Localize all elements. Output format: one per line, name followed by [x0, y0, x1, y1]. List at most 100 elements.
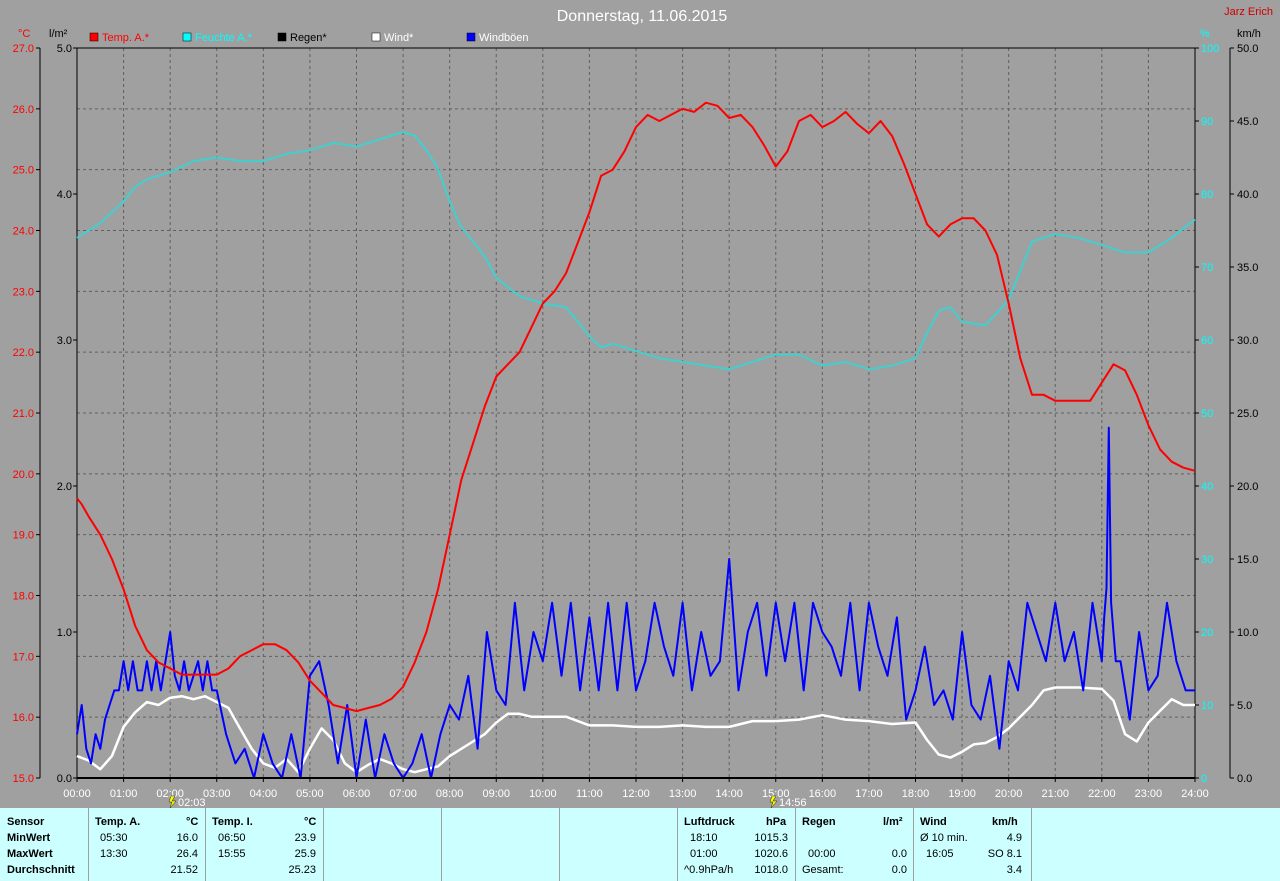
temp-a-min-time: 05:30 [100, 832, 128, 844]
rain-max-time: 00:00 [808, 848, 836, 860]
temp-a-header: Temp. A. [95, 816, 141, 828]
time-tick-label: 21:00 [1041, 788, 1069, 800]
legend-label: Windböen [479, 32, 529, 44]
pressure-header: Luftdruck [684, 816, 735, 828]
marker-1-label: 02:03 [178, 797, 206, 808]
time-tick-label: 06:00 [343, 788, 371, 800]
time-tick-label: 02:00 [156, 788, 184, 800]
wind-tick-label: 5.0 [1237, 700, 1252, 712]
temp-axis-unit: °C [18, 28, 30, 40]
series-line-temp-a [76, 101, 1196, 713]
tick-labels: 15.0 16.0 17.0 18.0 19.0 20.0 21.0 22.0 23.0 24.0… [13, 43, 1259, 800]
stats-divider [88, 808, 89, 881]
row-label-min: MinWert [7, 832, 51, 844]
pressure-unit: hPa [766, 816, 787, 828]
legend-label: Temp. A.* [102, 32, 150, 44]
legend-swatch [277, 32, 287, 42]
pressure-avg-value: 1018.0 [754, 864, 788, 876]
temp-tick-label: 23.0 [13, 286, 34, 298]
rain-total-label: Gesamt: [802, 864, 844, 876]
time-marker-1: 02:03 [168, 795, 206, 808]
lightning-icon [769, 795, 778, 808]
rain-axis-unit: l/m² [49, 28, 68, 40]
time-tick-label: 11:00 [576, 788, 603, 800]
stats-divider [677, 808, 678, 881]
pressure-max-value: 1020.6 [754, 848, 788, 860]
marker-2-label: 14:56 [779, 797, 807, 808]
pressure-trend: ^0.9hPa/h [684, 864, 734, 876]
temp-i-unit: °C [304, 816, 317, 828]
humidity-tick-label: 30 [1201, 554, 1213, 566]
temp-tick-label: 27.0 [13, 43, 34, 55]
lightning-icon [168, 795, 177, 808]
wind-tick-label: 15.0 [1237, 554, 1258, 566]
stats-divider [323, 808, 324, 881]
sensor-header: Sensor [7, 816, 45, 828]
temp-i-header: Temp. I. [212, 816, 253, 828]
temp-tick-label: 17.0 [13, 651, 34, 663]
legend-swatch [371, 32, 381, 42]
stats-divider [795, 808, 796, 881]
series-line-windb-en [76, 426, 1195, 779]
rain-tick-label: 1.0 [57, 627, 72, 639]
temp-i-max-value: 25.9 [294, 848, 316, 860]
series-line-feuchte-a [76, 131, 1196, 371]
wind-tick-label: 20.0 [1237, 481, 1258, 493]
pressure-min-time: 18:10 [690, 832, 718, 844]
temp-tick-label: 16.0 [13, 712, 34, 724]
humidity-tick-label: 10 [1201, 700, 1213, 712]
wind-header: Wind [920, 816, 947, 828]
rain-tick-label: 2.0 [57, 481, 72, 493]
humidity-tick-label: 60 [1201, 335, 1213, 347]
rain-tick-label: 3.0 [57, 335, 72, 347]
temp-a-max-value: 26.4 [176, 848, 198, 860]
pressure-max-time: 01:00 [690, 848, 718, 860]
wind-avg-value: 3.4 [1006, 864, 1022, 876]
wind-tick-label: 10.0 [1237, 627, 1258, 639]
row-label-max: MaxWert [7, 848, 53, 860]
humidity-tick-label: 0 [1201, 773, 1207, 785]
chart-series [76, 101, 1196, 779]
time-tick-label: 14:00 [715, 788, 743, 800]
time-tick-label: 24:00 [1181, 788, 1209, 800]
wind-max-time: 16:05 [926, 848, 954, 860]
legend-label: Feuchte A.* [195, 32, 253, 44]
temp-tick-label: 20.0 [13, 469, 34, 481]
wind-tick-label: 45.0 [1237, 116, 1258, 128]
rain-max-value: 0.0 [891, 848, 907, 860]
time-tick-label: 18:00 [902, 788, 930, 800]
humidity-axis-unit: % [1200, 28, 1210, 40]
legend-label: Wind* [384, 32, 414, 44]
temp-i-avg-value: 25.23 [288, 864, 316, 876]
temp-a-unit: °C [186, 816, 199, 828]
time-tick-label: 13:00 [669, 788, 697, 800]
chart-legend: Temp. A.* Feuchte A.* Regen* Wind* Windböen [89, 32, 529, 44]
temp-tick-label: 22.0 [13, 347, 34, 359]
rain-tick-label: 0.0 [57, 773, 72, 785]
legend-label: Regen* [290, 32, 327, 44]
humidity-tick-label: 70 [1201, 262, 1213, 274]
humidity-tick-label: 40 [1201, 481, 1213, 493]
temp-a-max-time: 13:30 [100, 848, 128, 860]
time-tick-label: 03:00 [203, 788, 231, 800]
wind-tick-label: 25.0 [1237, 408, 1258, 420]
time-tick-label: 09:00 [482, 788, 510, 800]
wind-min-time: Ø 10 min. [920, 832, 968, 844]
rain-tick-label: 5.0 [57, 43, 72, 55]
time-tick-label: 16:00 [809, 788, 837, 800]
time-tick-label: 12:00 [622, 788, 650, 800]
time-marker-2: 14:56 [769, 795, 807, 808]
time-tick-label: 19:00 [948, 788, 976, 800]
wind-min-value: 4.9 [1006, 832, 1022, 844]
time-tick-label: 20:00 [995, 788, 1023, 800]
humidity-tick-label: 80 [1201, 189, 1213, 201]
wind-tick-label: 0.0 [1237, 773, 1252, 785]
wind-unit: km/h [992, 816, 1018, 828]
temp-i-min-time: 06:50 [218, 832, 246, 844]
temp-tick-label: 19.0 [13, 530, 34, 542]
humidity-tick-label: 20 [1201, 627, 1213, 639]
humidity-tick-label: 90 [1201, 116, 1213, 128]
temp-tick-label: 25.0 [13, 165, 34, 177]
wind-tick-label: 30.0 [1237, 335, 1258, 347]
author-label: Jarz Erich [1224, 6, 1273, 18]
